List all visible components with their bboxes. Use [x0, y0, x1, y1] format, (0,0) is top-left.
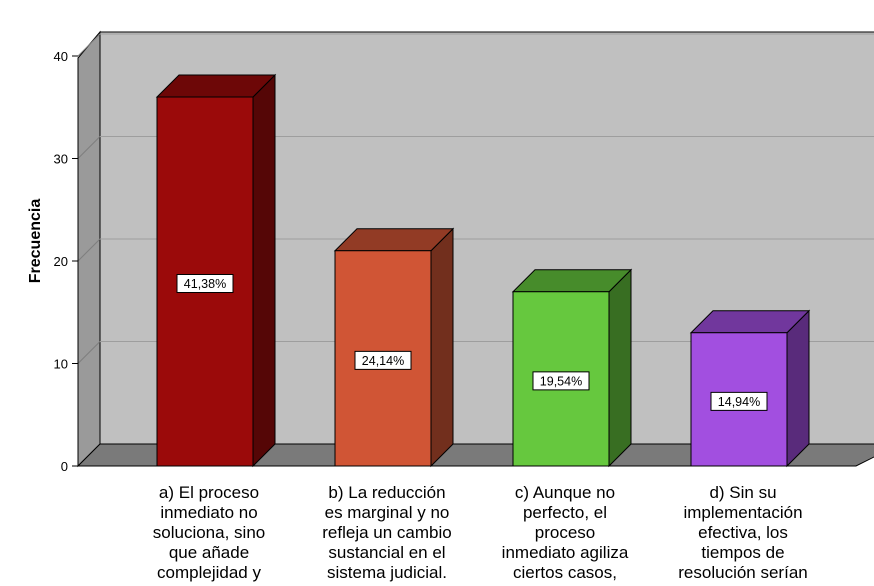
x-category-label: resolución serían	[678, 563, 807, 582]
x-category-label: que añade	[169, 543, 249, 562]
bar-side	[252, 73, 276, 468]
x-category-label: sistema judicial.	[327, 563, 447, 582]
data-label-box	[532, 371, 590, 391]
bar-2: 24,14%	[333, 227, 455, 468]
y-tick-label: 20	[54, 254, 68, 269]
x-category-label: sustancial en el	[328, 543, 445, 562]
x-category-label: inmediato agiliza	[502, 543, 629, 562]
x-category-label: implementación	[683, 503, 802, 522]
x-category-label: ciertos casos,	[513, 563, 617, 582]
x-category-label: inmediato no	[160, 503, 257, 522]
plot-left-wall	[77, 30, 101, 468]
data-label: 14,94%	[718, 395, 760, 409]
y-tick-label: 40	[54, 49, 68, 64]
x-category-label: complejidad y	[157, 563, 261, 582]
bar-side	[430, 227, 454, 468]
data-label-box	[710, 391, 768, 411]
gridline-side-10	[77, 341, 101, 364]
x-category-label: c) Aunque no	[515, 483, 615, 502]
data-label: 41,38%	[184, 277, 226, 291]
x-category-label: perfecto, el	[523, 503, 607, 522]
x-category-label: soluciona, sino	[153, 523, 265, 542]
x-category-label: tiempos de	[701, 543, 784, 562]
bar-3: 19,54%	[511, 268, 633, 468]
y-tick-label: 0	[61, 459, 68, 474]
bar-side	[786, 309, 810, 468]
gridline-side-20	[77, 238, 101, 262]
bar-1: 41,38%	[155, 73, 277, 468]
data-label: 19,54%	[540, 374, 582, 388]
gridline-side-30	[77, 136, 101, 159]
data-label: 24,14%	[362, 354, 404, 368]
y-tick-label: 10	[54, 357, 68, 372]
bar-side	[608, 268, 632, 468]
x-category-label: d) Sin su	[709, 483, 776, 502]
bar-4: 14,94%	[689, 309, 811, 468]
x-category-label: es marginal y no	[325, 503, 450, 522]
y-axis-title: Frecuencia	[27, 199, 44, 284]
data-label-box	[176, 274, 234, 293]
x-category-label: b) La reducción	[328, 483, 445, 502]
gridline-side-40	[77, 33, 101, 57]
x-category-label: refleja un cambio	[322, 523, 451, 542]
data-label-box	[354, 350, 412, 370]
x-category-label: a) El proceso	[159, 483, 259, 502]
y-tick-label: 30	[54, 152, 68, 167]
x-category-label: proceso	[535, 523, 595, 542]
x-category-label: efectiva, los	[698, 523, 788, 542]
